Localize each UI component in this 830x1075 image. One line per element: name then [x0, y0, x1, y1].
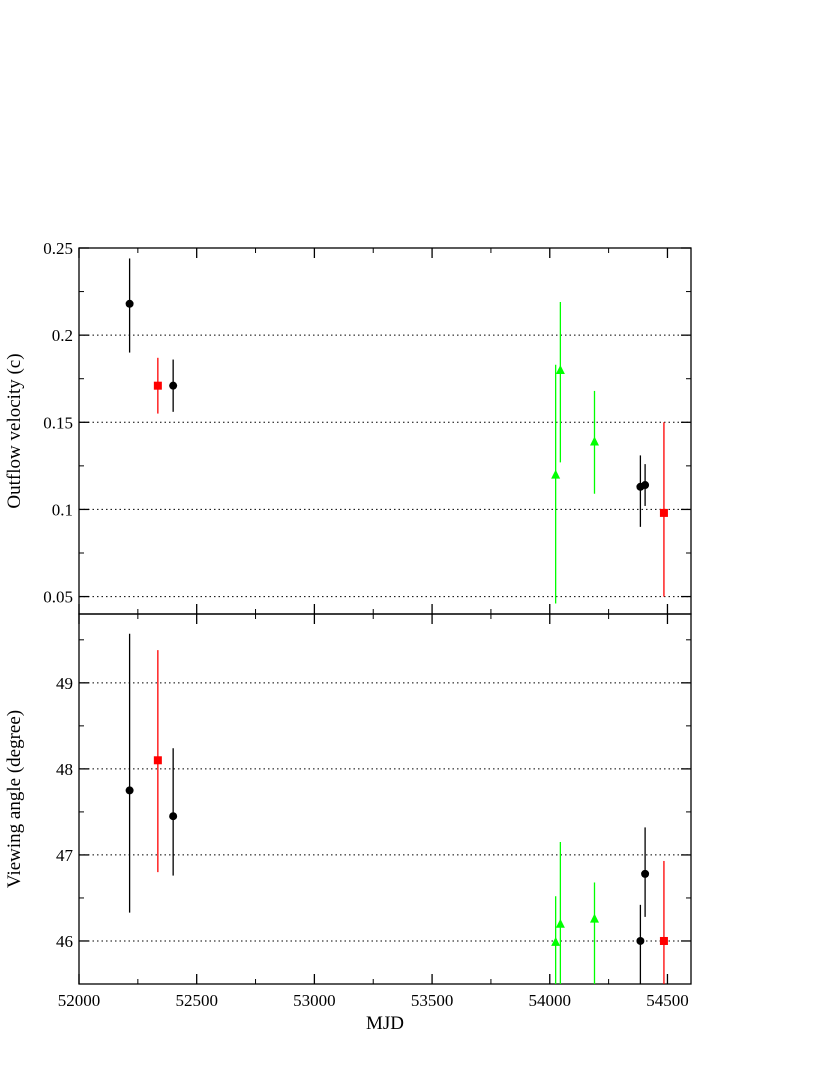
y-tick-label-0-0: 0.05 [43, 588, 73, 607]
x-tick-label-1: 52500 [175, 991, 218, 1010]
y-tick-label-0-4: 0.25 [43, 239, 73, 258]
data-point-circle-0-0-3 [641, 481, 650, 490]
data-point-circle-1-0-0 [125, 786, 134, 795]
y-tick-label-1-2: 48 [56, 760, 73, 779]
data-point-circle-1-0-1 [169, 812, 178, 821]
x-axis-title: MJD [366, 1013, 404, 1034]
data-point-triangle-0-2-2 [589, 436, 599, 446]
data-point-square-1-1-1 [659, 936, 668, 945]
x-tick-label-2: 53000 [293, 991, 336, 1010]
y-tick-label-1-0: 46 [56, 932, 73, 951]
data-point-circle-0-0-0 [125, 299, 134, 308]
data-point-square-1-1-0 [153, 756, 162, 765]
x-tick-label-0: 52000 [58, 991, 101, 1010]
y-tick-label-0-3: 0.2 [52, 326, 73, 345]
x-tick-label-5: 54500 [646, 991, 689, 1010]
panel-viewing-angle: 46 47 48 49 52000 52500 53000 53500 54000 54500 Vi… [4, 613, 692, 1034]
data-point-triangle-1-2-1 [555, 918, 565, 928]
data-point-triangle-1-2-2 [589, 913, 599, 923]
data-point-triangle-0-2-1 [555, 365, 565, 374]
x-tick-label-3: 53500 [411, 991, 454, 1010]
data-point-circle-1-0-2 [636, 936, 645, 945]
data-point-triangle-0-2-0 [551, 469, 561, 479]
data-point-square-0-1-0 [153, 381, 162, 390]
data-point-circle-1-0-3 [641, 869, 650, 878]
plot-frame-1 [78, 613, 692, 985]
y-axis-title-0: Outflow velocity (c) [4, 353, 25, 508]
plot-frame-0 [78, 247, 692, 615]
y-tick-label-1-1: 47 [56, 846, 74, 865]
y-tick-label-1-3: 49 [56, 674, 73, 693]
panel-outflow-velocity: 0.05 0.1 0.15 0.2 0.25 Outflow velocity (c) [4, 239, 692, 615]
data-point-triangle-1-2-0 [551, 936, 561, 946]
x-tick-label-4: 54000 [529, 991, 572, 1010]
y-tick-label-0-2: 0.15 [43, 413, 73, 432]
data-point-square-0-1-1 [659, 508, 668, 517]
y-axis-title-1: Viewing angle (degree) [4, 710, 25, 888]
y-tick-label-0-1: 0.1 [52, 500, 73, 519]
data-point-circle-0-0-1 [169, 381, 178, 390]
